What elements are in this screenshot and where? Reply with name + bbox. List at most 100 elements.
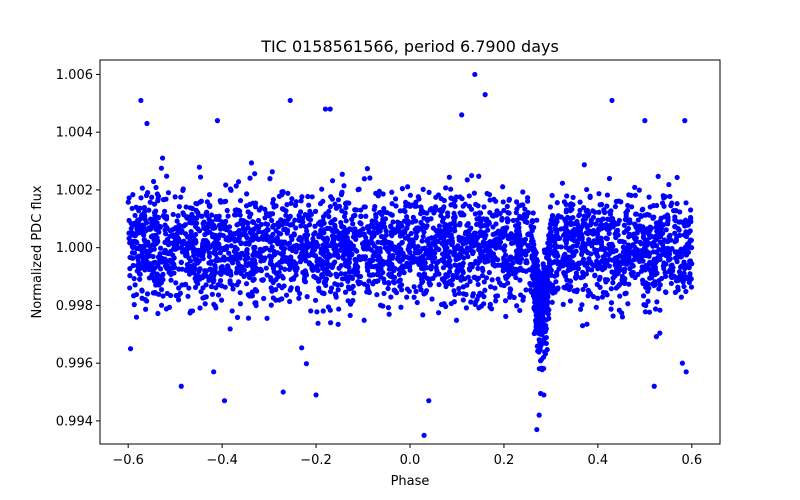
data-point <box>397 277 403 283</box>
data-point <box>343 260 349 266</box>
data-point <box>224 266 230 272</box>
data-point <box>597 202 603 208</box>
data-point <box>312 230 318 236</box>
data-point <box>636 187 642 193</box>
data-point <box>197 305 203 311</box>
data-point <box>142 216 148 223</box>
data-point <box>626 281 632 287</box>
data-point <box>661 237 667 243</box>
data-point <box>376 188 382 194</box>
data-point <box>184 262 190 268</box>
data-point <box>234 314 241 320</box>
data-point <box>192 284 199 290</box>
data-point <box>619 310 625 316</box>
data-point <box>298 255 304 261</box>
data-point <box>486 219 492 225</box>
data-point <box>642 212 648 218</box>
data-point <box>327 262 333 268</box>
data-point <box>641 302 647 308</box>
data-point <box>346 256 352 262</box>
data-point <box>525 243 531 249</box>
data-point <box>134 268 140 274</box>
data-point <box>336 203 343 209</box>
data-point <box>187 234 193 240</box>
data-point <box>292 243 298 249</box>
data-point <box>267 176 273 182</box>
data-point <box>573 248 579 254</box>
data-point <box>157 266 164 272</box>
data-point <box>643 284 649 290</box>
data-point <box>195 210 201 216</box>
data-point <box>617 238 623 244</box>
data-point <box>321 230 327 236</box>
data-point <box>441 241 447 247</box>
data-point <box>197 174 204 180</box>
data-point <box>684 248 690 254</box>
data-point <box>243 219 249 225</box>
data-point <box>522 206 528 212</box>
data-point <box>463 291 469 298</box>
data-point <box>168 277 174 283</box>
data-point <box>686 279 692 285</box>
data-point <box>126 230 132 236</box>
data-point <box>590 214 597 220</box>
data-point <box>610 313 616 319</box>
data-point <box>441 223 448 229</box>
data-point <box>399 239 405 246</box>
data-point <box>508 254 514 260</box>
data-point <box>139 212 145 219</box>
data-point <box>339 208 345 214</box>
data-point <box>654 258 660 264</box>
data-point <box>320 242 326 248</box>
data-point <box>517 307 523 314</box>
data-point <box>340 255 346 261</box>
data-point <box>271 248 277 254</box>
data-point <box>357 273 364 280</box>
data-point <box>323 282 329 289</box>
data-point <box>127 254 133 261</box>
outlier-point <box>679 360 686 366</box>
data-point <box>613 198 619 205</box>
data-point <box>677 264 684 270</box>
data-point <box>468 172 475 179</box>
data-point <box>504 203 510 210</box>
data-point <box>662 273 669 279</box>
data-point <box>517 213 523 220</box>
data-point <box>301 276 307 282</box>
data-point <box>304 238 310 244</box>
data-point <box>155 254 162 260</box>
data-point <box>520 189 526 195</box>
data-point <box>399 186 406 192</box>
data-point <box>224 207 230 214</box>
data-point <box>532 263 539 269</box>
data-point <box>325 304 332 310</box>
data-point <box>583 208 589 214</box>
data-point <box>475 265 481 272</box>
data-point <box>273 287 279 293</box>
data-point <box>439 257 445 263</box>
data-point <box>252 171 258 177</box>
data-point <box>525 198 531 204</box>
data-point <box>381 279 388 286</box>
data-point <box>304 212 310 219</box>
data-point <box>282 266 288 272</box>
data-point <box>631 231 637 237</box>
data-point <box>549 192 555 199</box>
data-point <box>162 227 168 233</box>
data-point <box>619 314 626 320</box>
data-point <box>555 253 561 259</box>
data-point <box>451 210 457 217</box>
data-point <box>320 214 327 220</box>
data-point <box>358 256 365 262</box>
data-point <box>196 228 203 234</box>
data-point <box>333 271 339 277</box>
data-point <box>568 221 574 228</box>
data-point <box>590 227 597 234</box>
data-point <box>558 226 564 232</box>
data-point <box>607 250 613 256</box>
data-point <box>463 305 469 311</box>
data-point <box>288 285 294 291</box>
data-point <box>485 254 491 260</box>
data-point <box>407 192 413 198</box>
data-point <box>490 231 496 238</box>
